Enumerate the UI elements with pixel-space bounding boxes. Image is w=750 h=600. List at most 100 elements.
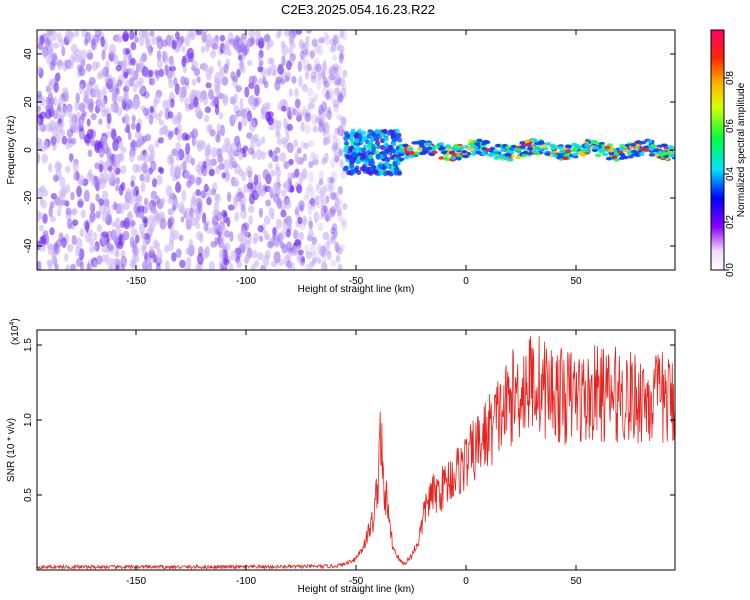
spectrogram-cell: [223, 258, 230, 266]
spectrogram-cell: [591, 140, 598, 144]
spectrogram-cell: [92, 260, 98, 269]
spectrogram-cell: [178, 201, 185, 214]
spectrogram-cell: [269, 57, 275, 66]
spectrogram-cell: [160, 125, 168, 136]
spectrogram-cell: [571, 148, 577, 153]
spectrogram-cell: [267, 65, 272, 77]
spectrogram-cell: [319, 119, 325, 127]
spectrogram-cell: [286, 260, 292, 269]
spectrogram-cell: [127, 210, 134, 222]
spectrogram-cell: [257, 66, 264, 73]
spectrogram-cell: [336, 137, 341, 150]
spectrogram-cell: [79, 83, 84, 95]
spectrogram-cell: [47, 101, 54, 112]
spectrogram-cell: [260, 265, 265, 270]
spectrogram-cell: [253, 97, 259, 108]
x-tick-label: 0: [463, 576, 469, 587]
spectrogram-cell: [139, 173, 145, 182]
spectrogram-cell: [214, 236, 219, 246]
spectrogram-cell: [321, 71, 326, 79]
spectrogram-cell: [340, 115, 346, 127]
spectrogram-cell: [330, 43, 337, 53]
spectrogram-cell: [98, 118, 103, 125]
spectrogram-cell: [461, 150, 468, 154]
spectrogram-cell: [85, 221, 90, 233]
spectrogram-cell: [357, 134, 363, 140]
spectrogram-cell: [519, 141, 526, 145]
spectrogram-cell: [217, 223, 223, 233]
spectrogram-cell: [330, 158, 335, 170]
spectrogram-panel: -150 -100 -50 0 50 -40 -20 0 20 40 Height of str…: [6, 29, 676, 295]
spectrogram-cell: [115, 184, 120, 192]
spectrogram-cell: [296, 254, 303, 263]
spectrogram-cell: [302, 215, 307, 226]
spectrogram-cell: [323, 136, 328, 146]
spectrogram-cell: [242, 44, 250, 55]
spectrogram-cell: [338, 148, 343, 157]
spectrogram-cell: [301, 43, 307, 55]
spectrogram-cell: [329, 38, 336, 46]
spectrogram-cell: [337, 92, 343, 104]
spectrogram-cell: [571, 142, 578, 147]
spectrogram-y-ticks: -40 -20 0 20 40: [23, 48, 675, 253]
spectrogram-cell: [101, 109, 109, 118]
spectrogram-cell: [421, 149, 428, 154]
spectrogram-cell: [157, 58, 163, 70]
spectrogram-cell: [343, 131, 349, 136]
spectrogram-cell: [304, 71, 310, 80]
spectrogram-cell: [325, 248, 330, 256]
spectrogram-cell: [94, 88, 101, 99]
spectrogram-cell: [105, 158, 111, 168]
spectrogram-cell: [293, 230, 300, 240]
spectrogram-cell: [453, 147, 460, 152]
spectrogram-cell: [136, 164, 142, 173]
spectrogram-cell: [323, 107, 330, 117]
spectrogram-cell: [205, 82, 212, 89]
spectrogram-cell: [416, 147, 423, 151]
spectrogram-cell: [329, 66, 336, 76]
spectrogram-cell: [49, 215, 56, 223]
spectrogram-cell: [321, 157, 327, 166]
spectrogram-cell: [135, 122, 141, 134]
spectrogram-cell: [623, 148, 630, 153]
spectrogram-cell: [326, 239, 331, 250]
spectrogram-cell: [377, 163, 383, 169]
spectrogram-cell: [343, 147, 349, 153]
spectrogram-cell: [242, 145, 249, 152]
spectrogram-cell: [301, 42, 307, 51]
spectrogram-cell: [333, 103, 340, 113]
spectrogram-cell: [327, 68, 333, 76]
spectrogram-cell: [62, 87, 69, 95]
spectrogram-cell: [313, 92, 319, 103]
spectrogram-cell: [238, 243, 246, 254]
spectrogram-cell: [68, 31, 75, 39]
spectrogram-cell: [175, 166, 182, 177]
spectrogram-cell: [37, 41, 44, 51]
spectrogram-cell: [268, 207, 275, 217]
spectrogram-cell: [167, 111, 174, 119]
spectrogram-cell: [99, 99, 106, 108]
spectrogram-cell: [138, 208, 145, 219]
spectrogram-cell: [200, 165, 206, 174]
spectrogram-cell: [122, 30, 130, 42]
spectrogram-cell: [323, 205, 329, 214]
spectrogram-cell: [237, 121, 242, 132]
spectrogram-cell: [184, 134, 191, 141]
spectrogram-cell: [115, 64, 123, 72]
spectrogram-cell: [262, 169, 269, 180]
spectrogram-cell: [611, 155, 618, 159]
spectrogram-cell: [242, 230, 249, 238]
spectrogram-cell: [315, 182, 321, 190]
spectrogram-cell: [285, 60, 292, 71]
spectrogram-cell: [72, 160, 79, 172]
spectrogram-cell: [56, 32, 62, 43]
spectrogram-cell: [538, 140, 545, 144]
spectrogram-cell: [291, 76, 297, 84]
spectrogram-cell: [332, 135, 338, 146]
spectrogram-cell: [318, 245, 326, 257]
spectrogram-cell: [324, 34, 331, 46]
spectrogram-cell: [481, 141, 488, 145]
spectrogram-cell: [341, 121, 347, 131]
spectrogram-cell: [143, 218, 148, 228]
spectrogram-cell: [253, 260, 260, 268]
